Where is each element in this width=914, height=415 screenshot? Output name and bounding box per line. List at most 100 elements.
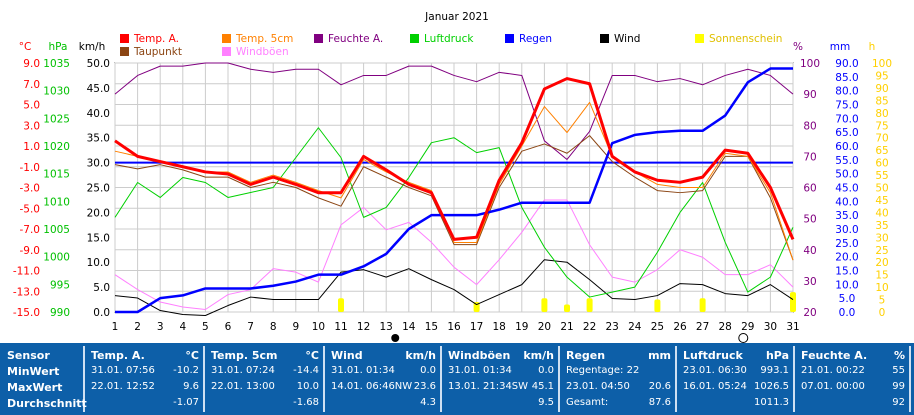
- stats-cell-label: 14.01. 06:46NW: [331, 381, 413, 392]
- tick-label-mm: 60.0: [835, 141, 858, 153]
- tick-label-temp_c: 9.0: [23, 58, 40, 70]
- stats-panel-unit: km/h: [405, 349, 436, 362]
- stats-panel-header: Temp. A.: [91, 349, 145, 362]
- stats-panel: Temp. 5cm °C 31.01. 07:24 -14.4 22.01. 13:00…: [207, 346, 325, 412]
- tick-label-h: 40: [875, 207, 888, 219]
- series-line-taupunkt: [114, 135, 794, 261]
- stats-cell-label: 22.01. 13:00: [211, 381, 275, 392]
- x-tick-label: 5: [202, 321, 209, 333]
- series-line-windb-en: [114, 199, 794, 311]
- legend-label: Regen: [519, 33, 552, 45]
- stats-cell-label: 22.01. 12:52: [91, 381, 155, 392]
- stats-panel-unit: %: [893, 349, 905, 362]
- tick-label-pct: 20: [803, 307, 816, 319]
- tick-label-kmh: 40.0: [87, 108, 110, 120]
- tick-label-pct: 80: [803, 120, 816, 132]
- axis-unit-pct: %: [793, 41, 803, 53]
- tick-label-hpa: 1005: [43, 224, 70, 236]
- tick-label-h: 20: [875, 257, 888, 269]
- legend-swatch: [314, 34, 323, 43]
- tick-label-h: 65: [875, 145, 888, 157]
- stats-cell-label: 23.01. 06:30: [683, 365, 747, 376]
- axis-unit-temp_c: °C: [19, 41, 32, 53]
- x-tick-label: 16: [447, 321, 461, 333]
- stats-cell-value: -1.68: [293, 397, 319, 408]
- tick-label-mm: 45.0: [835, 183, 858, 195]
- tick-label-kmh: 25.0: [87, 183, 110, 195]
- legend-label: Windböen: [236, 46, 289, 58]
- tick-label-temp_c: 5.0: [23, 100, 40, 112]
- stats-cell-label: 31.01. 01:34: [448, 365, 512, 376]
- new-moon-icon: [391, 334, 400, 342]
- tick-label-h: 60: [875, 158, 888, 170]
- series-line-regen: [115, 67, 793, 314]
- x-tick-label: 4: [179, 321, 186, 333]
- tick-label-mm: 65.0: [835, 127, 858, 139]
- stats-panel: Regen mm Regentage: 22 23.01. 04:50 20.6 Gesa…: [562, 346, 677, 412]
- x-tick-label: 27: [696, 321, 709, 333]
- tick-label-hpa: 1035: [43, 58, 70, 70]
- stats-cell-value: -14.4: [293, 365, 319, 376]
- tick-label-h: 95: [875, 70, 888, 82]
- series-line-temp-a-: [114, 77, 795, 241]
- tick-label-mm: 85.0: [835, 72, 858, 84]
- x-tick-label: 6: [225, 321, 232, 333]
- x-tick-label: 3: [157, 321, 164, 333]
- tick-label-mm: 10.0: [835, 279, 858, 291]
- x-tick-label: 22: [583, 321, 596, 333]
- legend-swatch: [695, 34, 704, 43]
- sunshine-bar: [654, 299, 661, 312]
- x-tick-label: 17: [470, 321, 483, 333]
- stats-sensor-panel: Sensor MinWert MaxWert Durchschnitt: [3, 346, 87, 412]
- legend-swatch: [600, 34, 609, 43]
- stats-cell-value: 1011.3: [754, 397, 789, 408]
- x-tick-label: 25: [651, 321, 664, 333]
- stats-panel-header: Windböen: [448, 349, 511, 362]
- tick-label-temp_c: -13.0: [13, 286, 40, 298]
- tick-label-mm: 5.0: [839, 293, 856, 305]
- tick-label-mm: 80.0: [835, 86, 858, 98]
- x-tick-label: 10: [312, 321, 325, 333]
- tick-label-kmh: 30.0: [87, 158, 110, 170]
- stats-cell-value: 0.0: [420, 365, 436, 376]
- sunshine-bar: [699, 298, 706, 312]
- stats-panel: Temp. A. °C 31.01. 07:56 -10.2 22.01. 12:52 9…: [87, 346, 205, 412]
- legend-swatch: [120, 34, 129, 43]
- tick-label-mm: 55.0: [835, 155, 858, 167]
- stats-cell-value: 87.6: [648, 397, 671, 408]
- stats-cell-label: Regentage: 22: [566, 365, 640, 376]
- tick-label-hpa: 990: [50, 307, 70, 319]
- series-line-temp-5cm: [114, 101, 794, 261]
- tick-label-temp_c: -5.0: [20, 203, 41, 215]
- stats-cell-value: 23.6: [413, 381, 436, 392]
- tick-label-pct: 70: [803, 151, 816, 163]
- x-tick-label: 2: [134, 321, 141, 333]
- tick-label-h: 75: [875, 120, 888, 132]
- sunshine-bar: [473, 302, 480, 312]
- x-tick-label: 30: [764, 321, 777, 333]
- series-line-wind: [114, 259, 794, 316]
- tick-label-mm: 15.0: [835, 266, 858, 278]
- tick-label-h: 45: [875, 195, 888, 207]
- tick-label-hpa: 1020: [43, 141, 70, 153]
- stats-cell-value: 9.5: [538, 397, 554, 408]
- legend-swatch: [505, 34, 514, 43]
- stats-cell-value: 1026.5: [754, 381, 789, 392]
- stats-cell-label: 31.01. 07:56: [91, 365, 155, 376]
- stats-cell-value: -10.2: [173, 365, 199, 376]
- x-tick-label: 9: [292, 321, 299, 333]
- axis-unit-h: h: [869, 41, 876, 53]
- stats-panel-header: Luftdruck: [683, 349, 743, 362]
- tick-label-h: 35: [875, 220, 888, 232]
- tick-label-h: 55: [875, 170, 888, 182]
- x-tick-label: 7: [247, 321, 254, 333]
- series-line-feuchte-a-: [114, 62, 794, 160]
- stats-cell-label: Gesamt:: [566, 397, 609, 408]
- full-moon-icon: [738, 333, 749, 343]
- tick-label-h: 10: [875, 282, 888, 294]
- stats-cell-value: 99: [892, 381, 905, 392]
- tick-label-mm: 90.0: [835, 58, 858, 70]
- tick-label-hpa: 1030: [43, 86, 70, 98]
- tick-label-kmh: 0.0: [93, 307, 110, 319]
- tick-label-temp_c: -9.0: [20, 245, 41, 257]
